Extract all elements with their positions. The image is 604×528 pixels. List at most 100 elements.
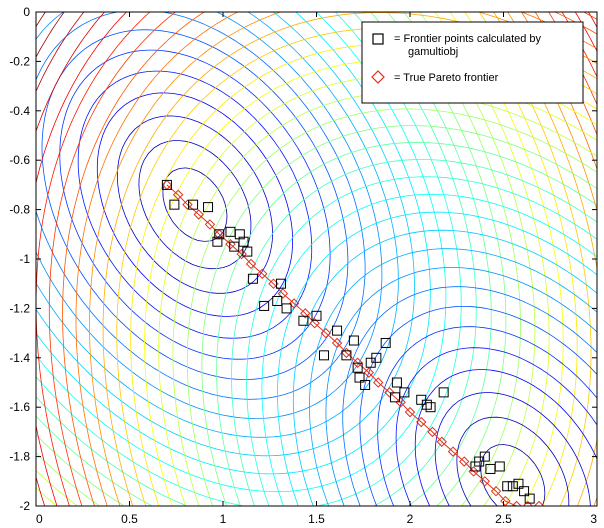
contour-line: [36, 12, 46, 27]
legend-label-frontier-line1: = Frontier points calculated by: [394, 33, 542, 45]
contour-line: [36, 12, 399, 438]
frontier-square-point: [391, 377, 402, 388]
frontier-square-point: [524, 493, 535, 504]
legend-diamond-marker: [371, 70, 385, 84]
y-tick-label: -0.8: [9, 203, 30, 217]
contour-line: [480, 444, 546, 506]
pareto-diamond-point: [522, 500, 534, 506]
frontier-square-point: [259, 300, 270, 311]
frontier-square-point: [360, 379, 371, 390]
legend-label-frontier-line2: gamultiobj: [408, 46, 458, 58]
frontier-square-point: [281, 303, 292, 314]
frontier-square-point: [421, 399, 432, 410]
pareto-diamond-point: [331, 337, 343, 349]
x-tick-label: 1: [220, 512, 227, 526]
frontier-square-point: [513, 478, 524, 489]
frontier-square-point: [507, 481, 518, 492]
pareto-frontier-line: [166, 184, 539, 506]
x-tick-label: 3: [590, 512, 597, 526]
frontier-square-point: [188, 199, 199, 210]
frontier-square-point: [234, 229, 245, 240]
frontier-square-point: [354, 372, 365, 383]
frontier-square-point: [519, 486, 530, 497]
contour-line: [36, 12, 415, 457]
frontier-square-point: [161, 179, 172, 190]
x-tick-label: 0.5: [121, 512, 138, 526]
contour-line: [36, 12, 431, 475]
contour-line: [36, 12, 366, 400]
frontier-square-point: [212, 236, 223, 247]
pareto-diamond-point: [225, 238, 236, 250]
frontier-square-point: [203, 202, 214, 213]
y-tick-label: -0.6: [9, 153, 30, 167]
x-tick-label: 2.5: [495, 512, 512, 526]
pareto-diamond-point: [404, 406, 416, 418]
y-tick-label: -0.2: [9, 54, 30, 68]
contour-line: [41, 29, 349, 380]
pareto-line-layer: [166, 184, 539, 506]
pareto-diamond-point: [182, 199, 193, 210]
x-tick-label: 0: [36, 512, 43, 526]
contour-line: [588, 12, 597, 28]
x-tick-label: 2: [407, 512, 414, 526]
pareto-diamond-point: [277, 288, 289, 299]
y-tick-label: -1.8: [9, 450, 30, 464]
pareto-diamond-point: [300, 308, 311, 319]
contour-line: [216, 142, 597, 506]
pareto-diamond-point: [511, 500, 522, 506]
marker-layer: [161, 179, 545, 506]
legend-box: [361, 21, 584, 104]
pareto-diamond-point: [341, 347, 352, 359]
frontier-square-point: [272, 295, 283, 306]
pareto-diamond-point: [427, 426, 438, 438]
pareto-diamond-point: [320, 327, 332, 339]
contour-line: [325, 267, 597, 506]
pareto-diamond-point: [172, 189, 184, 200]
frontier-square-point: [348, 335, 359, 346]
contour-line: [261, 193, 597, 506]
contour-line: [342, 286, 597, 506]
contour-line: [434, 392, 591, 506]
pareto-diamond-point: [236, 248, 247, 260]
contour-line: [96, 92, 293, 317]
frontier-square-point: [169, 199, 180, 210]
contour-line: [277, 211, 597, 506]
pareto-diamond-point: [479, 476, 491, 487]
contour-line: [292, 229, 597, 506]
contour-line: [414, 369, 597, 506]
y-tick-label: 0: [23, 5, 30, 19]
contour-line: [201, 125, 597, 506]
y-tick-label: -0.4: [9, 104, 30, 118]
y-tick-label: -1.2: [9, 301, 30, 315]
y-tick-label: -2: [19, 499, 30, 513]
pareto-diamond-point: [373, 377, 384, 388]
pareto-diamond-point: [533, 500, 545, 506]
contour-line: [309, 248, 597, 506]
pareto-diamond-point: [459, 456, 470, 467]
frontier-square-point: [311, 310, 322, 321]
pareto-diamond-point: [245, 258, 257, 270]
frontier-square-point: [380, 337, 391, 348]
frontier-square-point: [479, 451, 490, 462]
pareto-diamond-point: [447, 446, 459, 457]
x-tick-label: 1.5: [308, 512, 325, 526]
legend: = Frontier points calculated by gamultio…: [361, 21, 584, 104]
frontier-square-point: [371, 352, 382, 363]
pareto-diamond-point: [416, 416, 427, 428]
contour-line: [117, 115, 273, 294]
y-tick-label: -1.6: [9, 400, 30, 414]
contour-line: [77, 70, 313, 339]
pareto-diamond-point: [363, 367, 375, 378]
frontier-square-point: [341, 350, 352, 361]
contour-line: [186, 108, 597, 506]
pareto-diamond-point: [193, 209, 204, 220]
contour-line: [36, 12, 477, 506]
pareto-diamond-point: [204, 219, 216, 230]
contour-line: [48, 12, 597, 506]
pareto-diamond-point: [352, 357, 363, 368]
frontier-square-point: [425, 402, 436, 413]
pareto-diamond-point: [288, 298, 300, 309]
contour-line: [36, 12, 85, 92]
contour-line: [246, 176, 597, 506]
